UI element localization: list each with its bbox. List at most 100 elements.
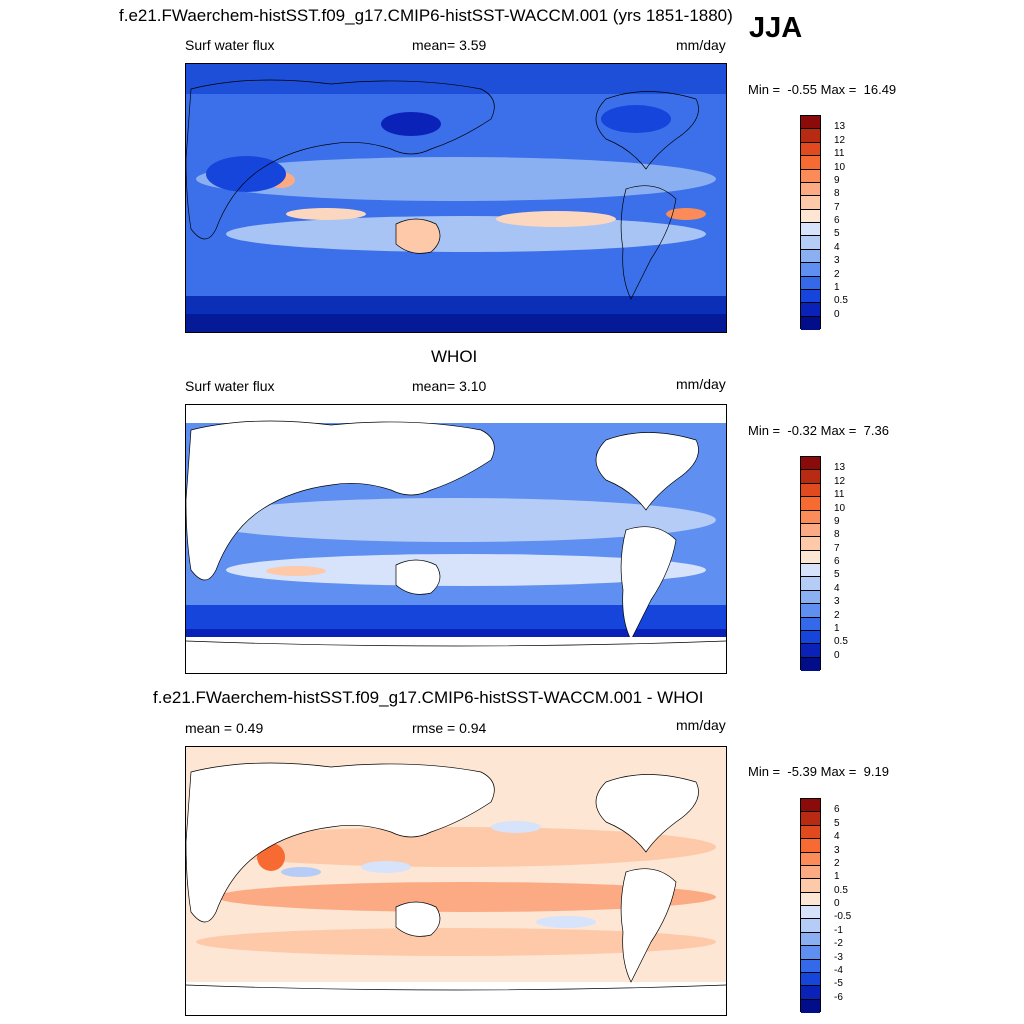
panel-1-max-value: 16.49 [863, 82, 897, 97]
panel-2-minmax: Min = -0.32 Max = 7.36 [748, 423, 889, 438]
colorbar-swatch [801, 169, 820, 183]
colorbar-swatch [801, 209, 820, 223]
colorbar-swatch [801, 129, 820, 143]
panel-3-mean-label: mean = 0.49 [185, 720, 264, 736]
panel-3-rmse-label: rmse = 0.94 [412, 720, 487, 736]
panel-1-variable-label: Surf water flux [185, 37, 275, 53]
colorbar-swatch [801, 276, 820, 290]
colorbar-swatch [801, 630, 820, 645]
colorbar-tick-label: 4 [834, 241, 840, 253]
colorbar-tick-label: 0 [834, 898, 840, 909]
colorbar-tick-label: 3 [834, 255, 840, 267]
panel-1-title: f.e21.FWaerchem-histSST.f09_g17.CMIP6-hi… [119, 6, 733, 25]
colorbar-swatch [801, 537, 820, 551]
panel-1-minmax: Min = -0.55 Max = 16.49 [748, 82, 897, 97]
colorbar-tick-label: 7 [834, 201, 840, 213]
colorbar-tick-label: 8 [834, 188, 840, 200]
colorbar-swatch [801, 550, 820, 564]
colorbar-tick-label: 3 [834, 596, 840, 608]
colorbar-swatch [801, 946, 820, 960]
colorbar-tick-label: 1 [834, 871, 840, 883]
colorbar-tick-label: 2 [834, 268, 840, 280]
colorbar-swatch [801, 263, 820, 277]
colorbar-swatch [801, 999, 820, 1013]
colorbar-tick-label: 6 [834, 215, 840, 226]
colorbar-tick-label: 0 [834, 649, 840, 661]
colorbar-swatch [801, 289, 820, 304]
colorbar-tick-label: 3 [834, 844, 840, 856]
colorbar-tick-label: 11 [834, 148, 845, 160]
colorbar-swatch [801, 182, 820, 197]
colorbar-tick-label: 0.5 [834, 295, 848, 307]
panel-3-min-value: -5.39 [787, 764, 818, 779]
colorbar-swatch [801, 986, 820, 1000]
colorbar-tick-label: -1 [834, 924, 843, 936]
panel-2-map-svg [186, 405, 726, 673]
colorbar-swatch [801, 497, 820, 511]
colorbar-swatch [801, 457, 820, 471]
panel-2-max-value: 7.36 [863, 423, 889, 438]
panel-3-map [185, 746, 727, 1016]
panel-3-colorbar [800, 798, 821, 1013]
panel-3-title: f.e21.FWaerchem-histSST.f09_g17.CMIP6-hi… [153, 688, 704, 707]
colorbar-swatch [801, 590, 820, 605]
colorbar-tick-label: 11 [834, 489, 845, 501]
panel-1-min-value: -0.55 [787, 82, 818, 97]
colorbar-swatch [801, 249, 820, 264]
panel-2-units-label: mm/day [676, 376, 726, 392]
colorbar-tick-label: 9 [834, 174, 840, 186]
panel-2-mean-label: mean= 3.10 [412, 378, 487, 394]
colorbar-swatch [801, 142, 820, 157]
colorbar-swatch [801, 879, 820, 893]
panel-2-colorbar [800, 456, 821, 671]
panel-3-minmax: Min = -5.39 Max = 9.19 [748, 764, 889, 779]
panel-1-mean-label: mean= 3.59 [412, 37, 487, 53]
colorbar-tick-label: 5 [834, 228, 840, 240]
panel-1-map-svg [186, 64, 726, 332]
colorbar-tick-label: 9 [834, 515, 840, 527]
colorbar-tick-label: 2 [834, 609, 840, 621]
colorbar-tick-label: 1 [834, 622, 840, 634]
panel-1-colorbar [800, 115, 821, 330]
colorbar-tick-label: -0.5 [834, 911, 852, 923]
panel-3-map-svg [186, 747, 726, 1015]
colorbar-swatch [801, 236, 820, 250]
colorbar-swatch [801, 523, 820, 538]
colorbar-swatch [801, 483, 820, 498]
colorbar-swatch [801, 223, 820, 237]
panel-2-map [185, 404, 727, 674]
colorbar-tick-label: -4 [834, 964, 843, 976]
panel-2-title: WHOI [431, 347, 478, 366]
colorbar-tick-label: 7 [834, 542, 840, 554]
colorbar-swatch [801, 644, 820, 658]
colorbar-swatch [801, 116, 820, 130]
colorbar-swatch [801, 865, 820, 880]
colorbar-tick-label: 8 [834, 529, 840, 541]
colorbar-swatch [801, 510, 820, 524]
colorbar-tick-label: -6 [834, 991, 843, 1003]
colorbar-swatch [801, 564, 820, 578]
colorbar-swatch [801, 156, 820, 170]
colorbar-swatch [801, 577, 820, 591]
colorbar-swatch [801, 657, 820, 671]
colorbar-tick-label: 6 [834, 556, 840, 567]
season-label: JJA [749, 12, 803, 44]
colorbar-tick-label: 13 [834, 462, 846, 474]
colorbar-tick-label: 4 [834, 582, 840, 594]
colorbar-swatch [801, 316, 820, 330]
colorbar-swatch [801, 812, 820, 826]
panel-1-map [185, 63, 727, 333]
colorbar-swatch [801, 825, 820, 840]
colorbar-tick-label: 10 [834, 502, 846, 514]
colorbar-swatch [801, 852, 820, 866]
colorbar-swatch [801, 617, 820, 631]
colorbar-tick-label: 0.5 [834, 884, 848, 896]
colorbar-tick-label: 12 [834, 475, 846, 487]
colorbar-swatch [801, 972, 820, 987]
colorbar-tick-label: 12 [834, 134, 846, 146]
colorbar-swatch [801, 470, 820, 484]
colorbar-tick-label: 4 [834, 831, 840, 843]
colorbar-tick-label: -5 [834, 978, 843, 990]
colorbar-swatch [801, 906, 820, 920]
panel-3-max-value: 9.19 [863, 764, 889, 779]
